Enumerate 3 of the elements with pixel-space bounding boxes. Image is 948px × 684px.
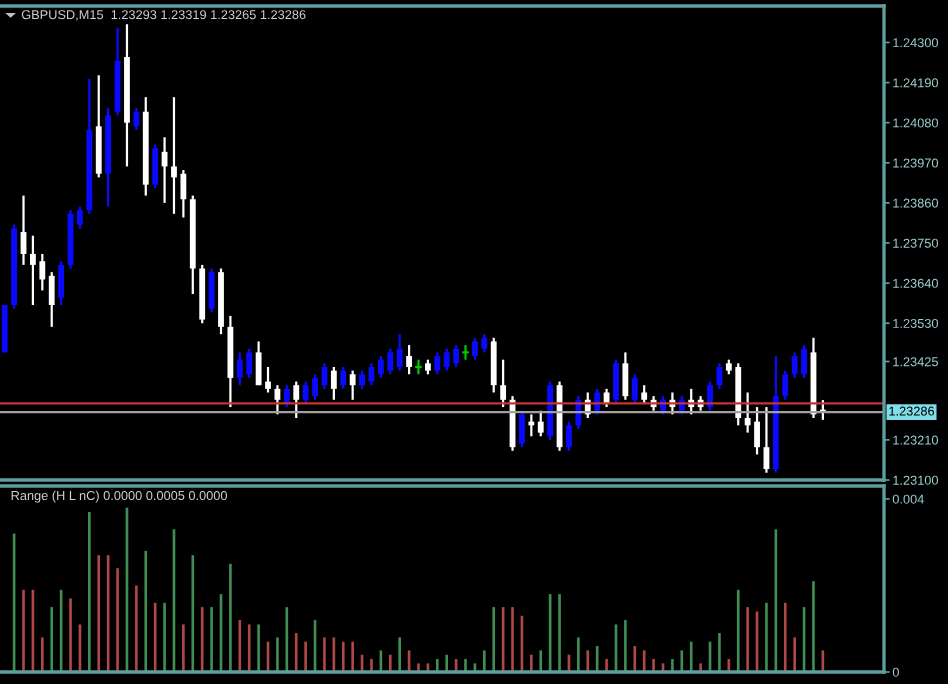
candlestick xyxy=(461,343,470,361)
candlestick xyxy=(1,303,8,354)
candlestick xyxy=(414,358,423,376)
